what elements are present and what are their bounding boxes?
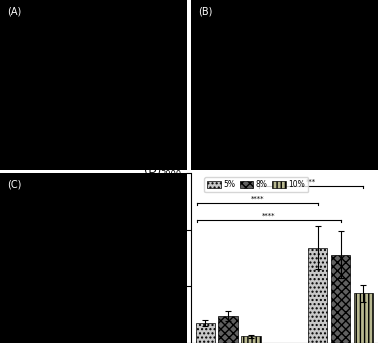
Text: ****: **** bbox=[262, 213, 276, 219]
Bar bbox=[354, 293, 373, 343]
Bar bbox=[331, 255, 350, 343]
Text: (C): (C) bbox=[8, 180, 22, 190]
Bar bbox=[242, 336, 261, 343]
Y-axis label: Cell # / Length (cm): Cell # / Length (cm) bbox=[146, 216, 155, 300]
Text: ***: *** bbox=[306, 179, 316, 185]
Text: (A): (A) bbox=[8, 7, 22, 17]
Text: (B): (B) bbox=[198, 7, 213, 17]
Bar bbox=[218, 316, 238, 343]
Text: (D): (D) bbox=[144, 165, 161, 175]
Text: ****: **** bbox=[251, 196, 264, 202]
Bar bbox=[195, 323, 215, 343]
Legend: 5%, 8%, 10%: 5%, 8%, 10% bbox=[204, 177, 308, 192]
Bar bbox=[308, 248, 327, 343]
